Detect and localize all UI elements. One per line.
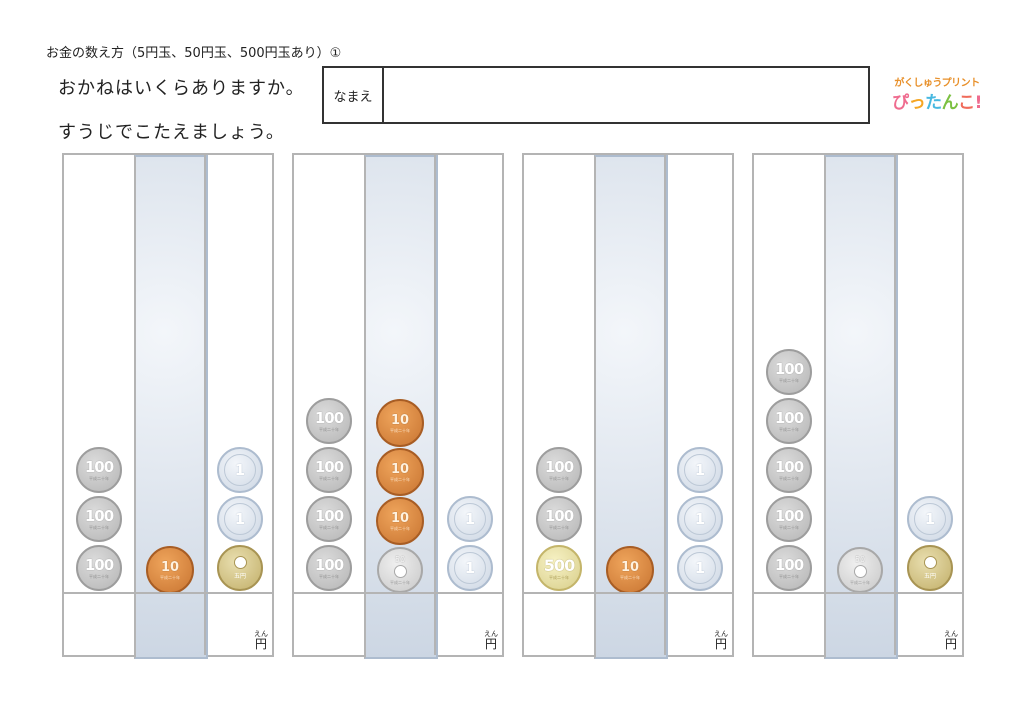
yen-ruby: えん (714, 630, 728, 638)
coin-column: 10 平成二十年 10 平成二十年 10 平成二十年 50 平成二十年 (364, 155, 438, 659)
answer-unit[interactable]: えん円 (944, 630, 958, 651)
coin-500-yen: 500 平成二十年 (536, 545, 582, 591)
coin-50-yen: 50 平成二十年 (377, 547, 423, 593)
coin-column: 1 1 五円 (204, 155, 276, 655)
answer-row-divider (64, 592, 272, 594)
name-field[interactable] (384, 68, 868, 122)
problem-2: 100 平成二十年 100 平成二十年 100 平成二十年 100 平成二十年 10 平成二十年 1… (292, 153, 506, 659)
yen-ruby: えん (254, 630, 268, 638)
coin-10-yen: 10 平成二十年 (376, 497, 424, 545)
instruction-line-1: おかねはいくらありますか。 (58, 78, 305, 99)
coin-100-yen: 100 平成二十年 (76, 447, 122, 493)
coin-column: 10 平成二十年 (594, 155, 668, 659)
yen-ruby: えん (944, 630, 958, 638)
logo-subtitle: がくしゅうプリント (894, 78, 980, 89)
coin-1-yen: 1 (907, 496, 953, 542)
coin-100-yen: 100 平成二十年 (536, 496, 582, 542)
coin-100-yen: 100 平成二十年 (766, 349, 812, 395)
coin-100-yen: 100 平成二十年 (766, 545, 812, 591)
answer-unit[interactable]: えん円 (714, 630, 728, 651)
coin-100-yen: 100 平成二十年 (306, 447, 352, 493)
coin-1-yen: 1 (447, 545, 493, 591)
coin-1-yen: 1 (677, 447, 723, 493)
coin-column: 10 平成二十年 (134, 155, 208, 659)
answer-row-divider (524, 592, 732, 594)
brand-logo: がくしゅうプリント ぴったんこ! (892, 74, 982, 113)
coin-100-yen: 100 平成二十年 (76, 545, 122, 591)
instruction-line-2: すうじでこたえましょう。 (58, 122, 285, 143)
coin-column: 100 平成二十年 100 平成二十年 100 平成二十年 100 平成二十年 (294, 155, 364, 655)
answer-unit[interactable]: えん円 (484, 630, 498, 651)
name-label: なまえ (324, 68, 384, 122)
problem-3: 100 平成二十年 100 平成二十年 500 平成二十年 10 平成二十年 1 1 1 えん円 (522, 153, 736, 659)
coin-10-yen: 10 平成二十年 (606, 546, 654, 594)
coin-10-yen: 10 平成二十年 (146, 546, 194, 594)
worksheet-title: お金の数え方（5円玉、50円玉、500円玉あり）① (46, 46, 342, 61)
coin-10-yen: 10 平成二十年 (376, 448, 424, 496)
coin-1-yen: 1 (677, 545, 723, 591)
coin-1-yen: 1 (217, 447, 263, 493)
coin-column: 100 平成二十年 100 平成二十年 100 平成二十年 100 平成二十年 100 平成二十年 (754, 155, 824, 655)
coin-100-yen: 100 平成二十年 (766, 398, 812, 444)
yen-kanji: 円 (944, 637, 957, 651)
coin-5-yen: 五円 (217, 545, 263, 591)
name-box: なまえ (322, 66, 870, 124)
yen-kanji: 円 (484, 637, 497, 651)
answer-row-divider (294, 592, 502, 594)
coin-100-yen: 100 平成二十年 (306, 496, 352, 542)
problem-1: 100 平成二十年 100 平成二十年 100 平成二十年 10 平成二十年 1 1 五円 えん円 (62, 153, 276, 659)
coin-column: 100 平成二十年 100 平成二十年 500 平成二十年 (524, 155, 594, 655)
problem-4: 100 平成二十年 100 平成二十年 100 平成二十年 100 平成二十年 100 平成二十年… (752, 153, 966, 659)
coin-50-yen: 50 平成二十年 (837, 547, 883, 593)
logo-wordmark: ぴったんこ! (892, 93, 982, 113)
coin-column: 1 五円 (894, 155, 966, 655)
coin-10-yen: 10 平成二十年 (376, 399, 424, 447)
coin-100-yen: 100 平成二十年 (76, 496, 122, 542)
coin-100-yen: 100 平成二十年 (306, 545, 352, 591)
answer-row-divider (754, 592, 962, 594)
coin-1-yen: 1 (677, 496, 723, 542)
coin-100-yen: 100 平成二十年 (306, 398, 352, 444)
coin-100-yen: 100 平成二十年 (766, 496, 812, 542)
yen-kanji: 円 (254, 637, 267, 651)
yen-kanji: 円 (714, 637, 727, 651)
coin-100-yen: 100 平成二十年 (766, 447, 812, 493)
answer-unit[interactable]: えん円 (254, 630, 268, 651)
coin-1-yen: 1 (447, 496, 493, 542)
coin-column: 50 平成二十年 (824, 155, 898, 659)
coin-column: 100 平成二十年 100 平成二十年 100 平成二十年 (64, 155, 134, 655)
coin-1-yen: 1 (217, 496, 263, 542)
coin-5-yen: 五円 (907, 545, 953, 591)
coin-100-yen: 100 平成二十年 (536, 447, 582, 493)
yen-ruby: えん (484, 630, 498, 638)
